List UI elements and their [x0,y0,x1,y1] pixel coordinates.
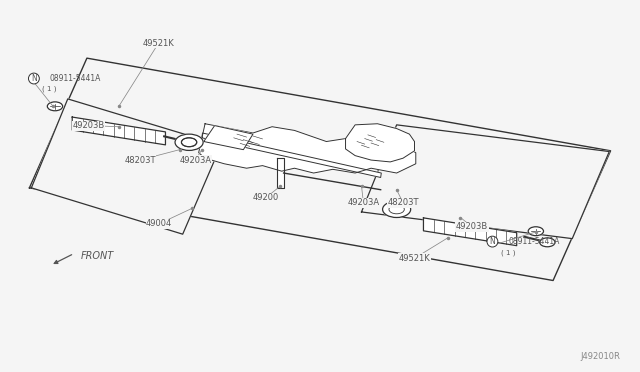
Text: N: N [31,74,36,83]
Polygon shape [31,99,221,234]
Text: 49521K: 49521K [399,254,430,263]
Polygon shape [362,125,609,238]
Polygon shape [276,158,284,188]
Text: 49203A: 49203A [348,198,380,207]
Text: 08911-5441A: 08911-5441A [508,237,560,246]
Polygon shape [204,126,253,150]
Text: 49203B: 49203B [456,222,488,231]
Polygon shape [72,117,166,145]
Circle shape [540,238,555,247]
Text: 48203T: 48203T [387,198,419,207]
Text: 08911-5441A: 08911-5441A [50,74,101,83]
Text: ( 1 ): ( 1 ) [42,86,57,92]
Text: 49203A: 49203A [179,155,212,164]
Circle shape [181,138,196,147]
Text: N: N [490,237,495,246]
Polygon shape [424,218,516,246]
Text: 49004: 49004 [146,219,172,228]
Text: ( 1 ): ( 1 ) [500,249,515,256]
Circle shape [175,134,203,150]
Circle shape [383,201,411,218]
Polygon shape [346,124,415,162]
Polygon shape [198,124,416,173]
Polygon shape [202,133,381,177]
Text: 49521K: 49521K [143,39,174,48]
Circle shape [528,227,543,235]
Text: 48203T: 48203T [124,155,156,164]
Text: FRONT: FRONT [81,251,114,262]
Text: 49203B: 49203B [73,121,105,130]
Circle shape [47,102,63,111]
Text: J492010R: J492010R [580,352,620,361]
Text: 49200: 49200 [253,193,279,202]
Polygon shape [29,58,611,280]
